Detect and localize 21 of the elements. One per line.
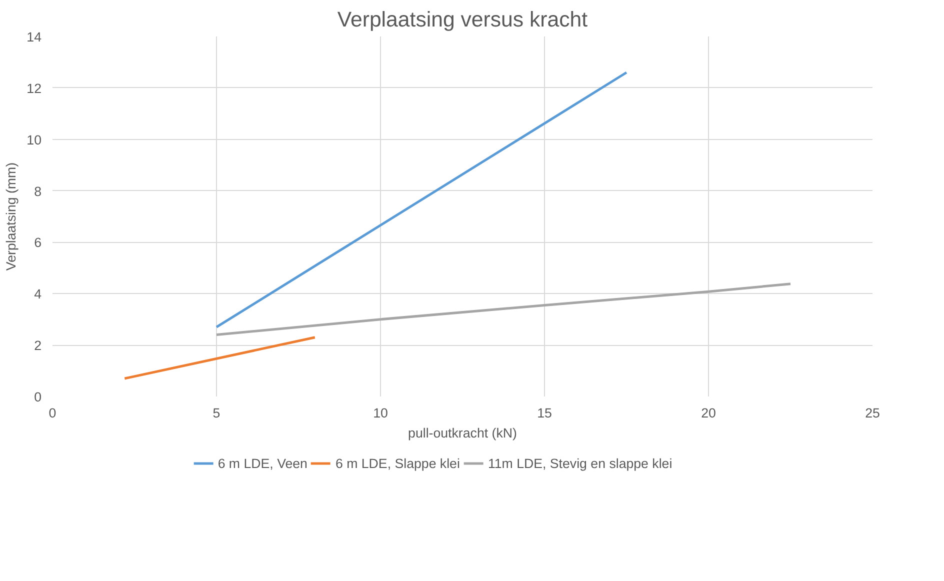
line-series — [215, 282, 792, 336]
x-tick-label: 0 — [48, 406, 56, 420]
y-tick-label: 10 — [26, 132, 42, 148]
x-tick-label: 10 — [373, 406, 388, 420]
legend-label: 6 m LDE, Slappe klei — [335, 456, 460, 470]
chart-title: Verplaatsing versus kracht — [337, 8, 588, 32]
y-tick-label: 0 — [34, 390, 42, 404]
x-tick-label: 5 — [212, 406, 220, 420]
legend-label: 6 m LDE, Veen — [218, 456, 308, 470]
x-tick-label: 20 — [701, 406, 716, 420]
y-tick-label: 12 — [26, 80, 42, 96]
y-axis-title: Verplaatsing (mm) — [4, 162, 19, 271]
x-tick-label: 15 — [537, 406, 552, 420]
x-axis-title: pull-outkracht (kN) — [408, 426, 517, 440]
y-tick-label: 8 — [34, 184, 42, 199]
y-tick-label: 4 — [34, 286, 42, 302]
y-tick-label: 14 — [26, 30, 42, 44]
y-tick-label: 2 — [34, 338, 42, 354]
x-tick-label: 25 — [865, 406, 880, 420]
y-tick-label: 6 — [34, 235, 42, 250]
legend-label: 11m LDE, Stevig en slappe klei — [488, 456, 672, 470]
